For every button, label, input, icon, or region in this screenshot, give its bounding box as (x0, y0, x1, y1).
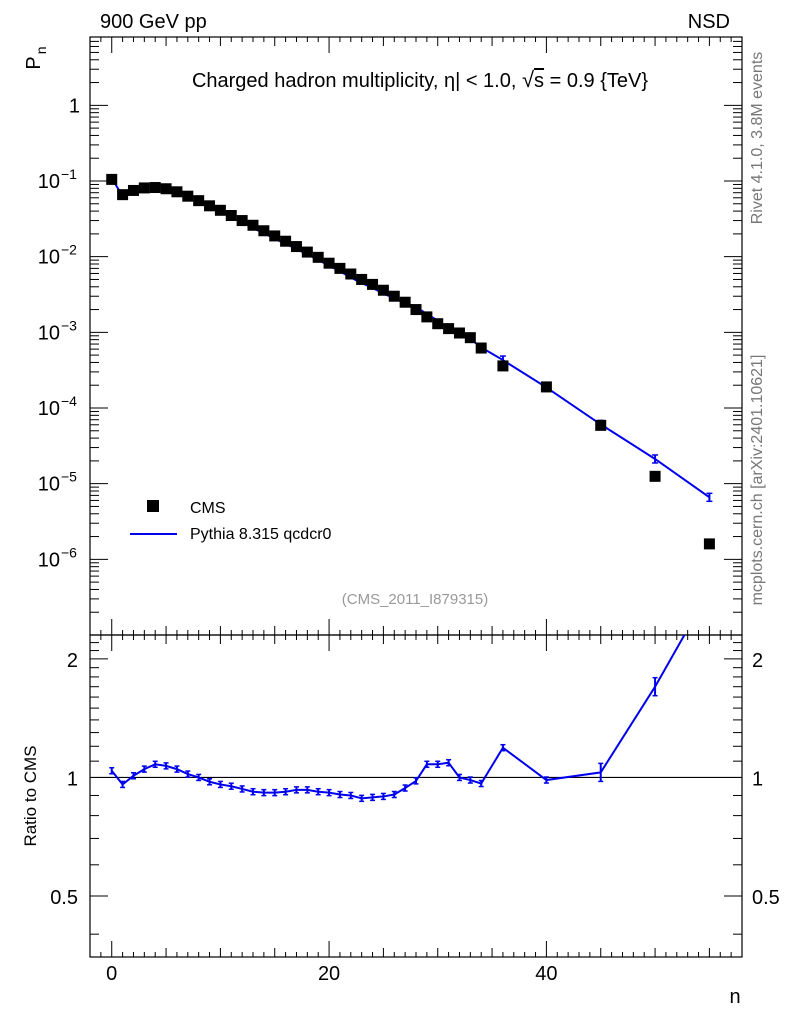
data-point (160, 183, 172, 195)
data-point (236, 215, 248, 227)
data-point (595, 419, 607, 431)
data-point (410, 304, 422, 316)
data-point (312, 251, 324, 263)
y-tick-label: 10−6 (38, 544, 77, 571)
main-ylabel: Pn (23, 46, 49, 69)
data-point (149, 182, 161, 194)
data-point (356, 273, 368, 285)
ratio-y-tick-label-right: 1 (752, 768, 763, 790)
legend: CMS Pythia 8.315 qcdcr0 (130, 500, 332, 543)
x-axis-label: n (729, 986, 740, 1008)
data-point (443, 323, 455, 335)
ratio-line (110, 635, 686, 800)
mc-line (110, 177, 710, 499)
data-point (540, 381, 552, 393)
data-point (182, 190, 194, 202)
data-point (269, 230, 281, 242)
x-tick-label: 0 (106, 963, 117, 985)
ratio-ylabel: Ratio to CMS (21, 745, 40, 846)
rivet-info: Rivet 4.1.0, 3.8M events (749, 52, 766, 225)
y-tick-label: 10−1 (38, 166, 77, 193)
data-point (138, 182, 150, 194)
ratio-y-tick-label: 1 (67, 768, 78, 790)
data-point (258, 225, 270, 237)
data-point (475, 342, 487, 354)
data-point (247, 219, 259, 231)
data-point (649, 470, 661, 482)
x-tick-labels: 0 20 40 (106, 963, 557, 985)
data-point (280, 235, 292, 247)
data-point (214, 204, 226, 216)
data-point (225, 209, 237, 221)
x-tick-label: 40 (535, 963, 557, 985)
header-right: NSD (688, 11, 730, 33)
ratio-marks (109, 635, 686, 803)
data-point (323, 257, 335, 269)
ratio-y-tick-label-right: 0.5 (752, 887, 780, 909)
ratio-y-tick-label-right: 2 (752, 650, 763, 672)
ratio-axes: 0.5 0.5 1 1 2 2 (50, 642, 780, 957)
data-point (464, 332, 476, 344)
data-point (117, 189, 129, 201)
data-point (345, 268, 357, 280)
data-point (377, 284, 389, 296)
main-axes: 10−6 10−5 10−4 10−3 10−2 10−1 1 (38, 36, 743, 651)
data-point (388, 290, 400, 302)
data-point (127, 184, 139, 196)
data-point (290, 241, 302, 253)
chart-title: Charged hadron multiplicity, η| < 1.0, √… (192, 67, 648, 92)
data-point (399, 296, 411, 308)
svg-text:Pn: Pn (23, 46, 49, 69)
y-tick-label: 1 (69, 95, 80, 117)
frames (89, 36, 743, 958)
data-point (334, 262, 346, 274)
header-left: 900 GeV pp (100, 11, 207, 33)
data-point (367, 278, 379, 290)
ratio-y-tick-label: 2 (67, 650, 78, 672)
mcplots-info: mcplots.cern.ch [arXiv:2401.10621] (749, 355, 766, 606)
x-tick-label: 20 (318, 963, 340, 985)
main-marks (106, 173, 715, 550)
chart-title-text: Charged hadron multiplicity, η| < 1.0, √… (192, 67, 648, 92)
data-point (204, 200, 216, 212)
data-point (453, 327, 465, 339)
data-point (703, 538, 715, 550)
y-tick-label: 10−3 (38, 317, 77, 344)
data-point (432, 318, 444, 330)
legend-marker-cms (147, 500, 159, 512)
legend-label-pythia: Pythia 8.315 qcdcr0 (190, 526, 332, 543)
y-tick-label: 10−2 (38, 242, 77, 269)
y-tick-label: 10−5 (38, 469, 77, 496)
data-point (106, 173, 118, 185)
ratio-panel-frame (89, 634, 743, 958)
data-point (171, 186, 183, 198)
analysis-watermark: (CMS_2011_I879315) (342, 591, 488, 608)
y-tick-label: 10−4 (38, 393, 77, 420)
data-point (301, 246, 313, 258)
legend-label-cms: CMS (190, 500, 226, 517)
data-point (193, 195, 205, 207)
data-point (421, 311, 433, 323)
data-point (497, 360, 509, 372)
main-panel-frame (89, 36, 743, 636)
ratio-y-tick-label: 0.5 (50, 887, 78, 909)
